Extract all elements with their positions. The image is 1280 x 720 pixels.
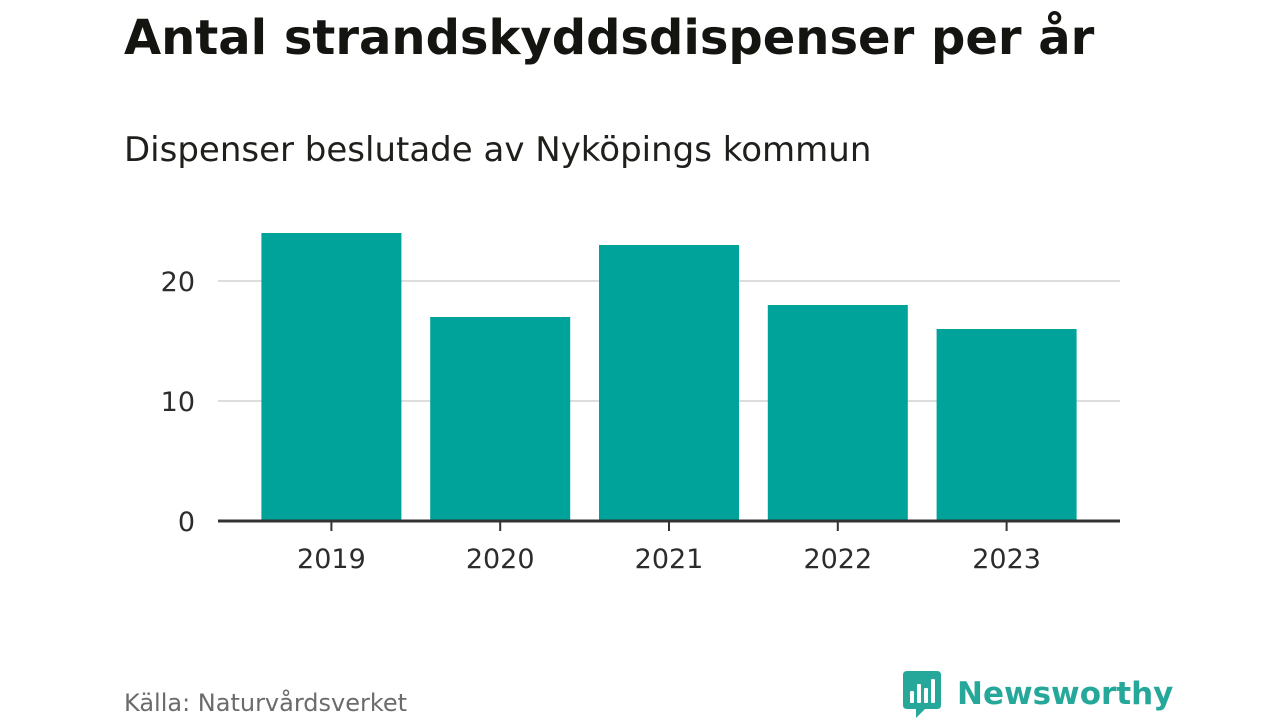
- x-axis: 2019 2020 2021 2022 2023: [218, 519, 1120, 575]
- source-note: Källa: Naturvårdsverket: [124, 689, 408, 717]
- x-tick-label: 2020: [466, 544, 535, 575]
- chart-title: Antal strandskyddsdispenser per år: [124, 10, 1095, 66]
- x-tick-label: 2022: [803, 544, 872, 575]
- brand-name: Newsworthy: [957, 676, 1174, 712]
- bars: [261, 233, 1077, 521]
- x-tick-label: 2019: [297, 544, 366, 575]
- y-tick-label: 0: [178, 507, 195, 538]
- newsworthy-logo-icon: [903, 671, 941, 718]
- x-tick-label: 2021: [635, 544, 704, 575]
- bar-2021: [599, 245, 739, 521]
- chart-subtitle: Dispenser beslutade av Nyköpings kommun: [124, 130, 872, 170]
- y-tick-label: 10: [161, 387, 195, 418]
- bar-2020: [430, 317, 571, 521]
- bar-2022: [767, 305, 908, 521]
- bar-2019: [261, 233, 402, 521]
- y-axis: 0 10 20: [161, 267, 195, 538]
- x-tick-label: 2023: [972, 544, 1041, 575]
- y-tick-label: 20: [161, 267, 195, 298]
- brand-logo: Newsworthy: [901, 669, 1173, 719]
- bar-2023: [936, 329, 1077, 521]
